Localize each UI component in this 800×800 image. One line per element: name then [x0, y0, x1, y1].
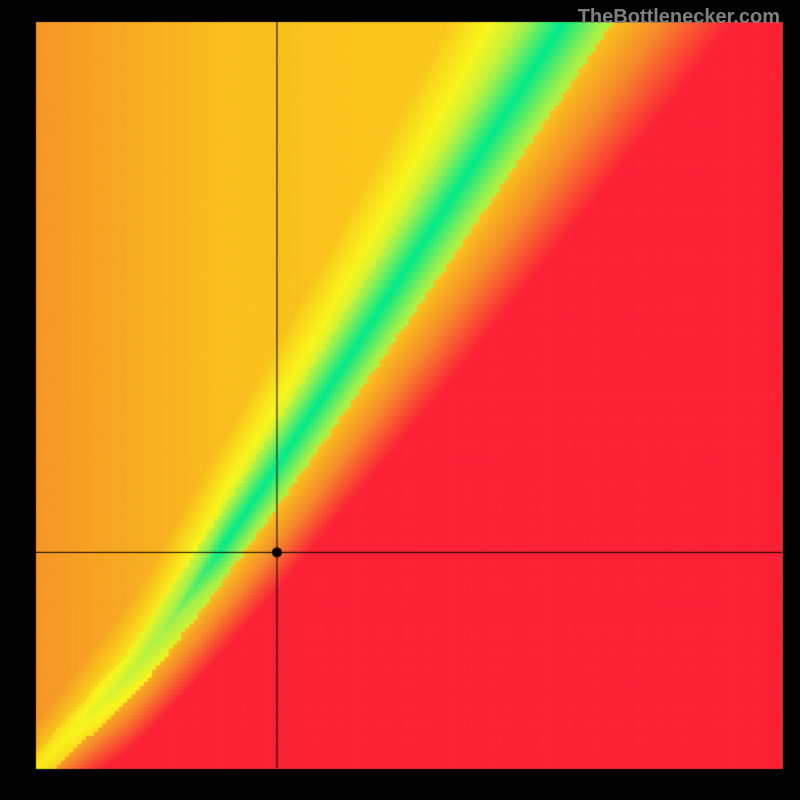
watermark-text: TheBottlenecker.com	[578, 6, 780, 29]
bottleneck-heatmap	[0, 0, 800, 800]
